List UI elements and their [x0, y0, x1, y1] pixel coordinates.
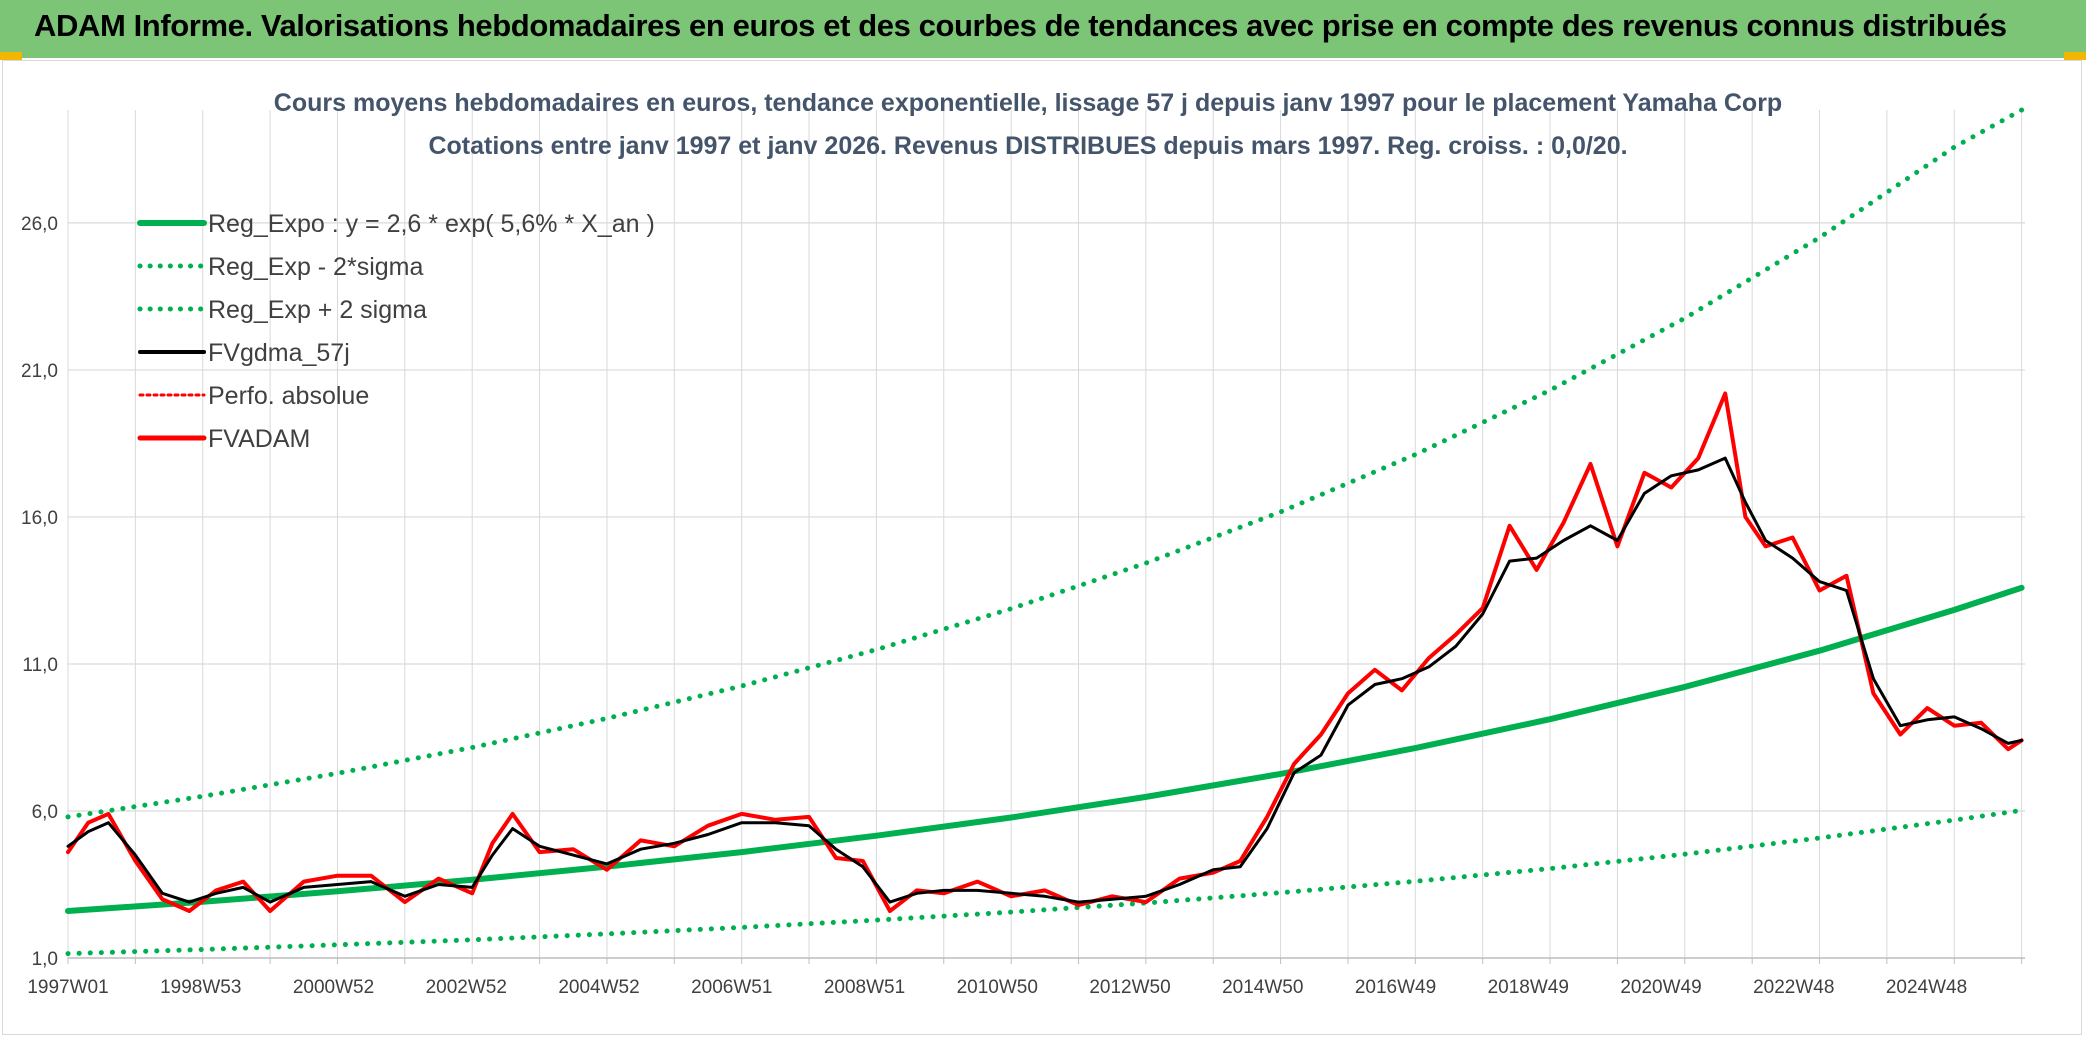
x-tick-label: 2004W52 [558, 977, 639, 998]
x-tick-label: 2006W51 [691, 977, 772, 998]
x-tick-label: 1997W01 [27, 977, 108, 998]
chart-title: Cours moyens hebdomadaires en euros, ten… [274, 89, 1782, 117]
x-tick-label: 2016W49 [1355, 977, 1436, 998]
x-tick-label: 2022W48 [1753, 977, 1834, 998]
x-tick-label: 2000W52 [293, 977, 374, 998]
y-tick-label: 21,0 [21, 361, 58, 382]
legend-label: Perfo. absolue [208, 382, 369, 410]
chart-legend: Reg_Expo : y = 2,6 * exp( 5,6% * X_an ) R… [137, 210, 655, 453]
x-tick-label: 1998W53 [160, 977, 241, 998]
y-tick-label: 16,0 [21, 508, 58, 529]
series-reg-minus-2sigma [65, 807, 2025, 957]
banner-corner-right [2064, 52, 2086, 60]
legend-label: Reg_Expo : y = 2,6 * exp( 5,6% * X_an ) [208, 210, 655, 238]
series-fvgdma-57j [66, 456, 2024, 904]
x-tick-label: 2024W48 [1886, 977, 1967, 998]
report-banner: ADAM Informe. Valorisations hebdomadaire… [0, 0, 2086, 58]
y-tick-label: 26,0 [21, 214, 58, 235]
report-title: ADAM Informe. Valorisations hebdomadaire… [34, 8, 2007, 43]
chart-series [65, 107, 2025, 957]
legend-label: FVgdma_57j [208, 339, 350, 367]
chart-axes: 1,0 6,0 11,0 16,0 21,0 26,0 1997W01 1998W53 2000… [21, 214, 2025, 998]
legend-label: FVADAM [208, 425, 310, 453]
x-tick-label: 2002W52 [426, 977, 507, 998]
y-tick-label: 6,0 [32, 802, 58, 823]
x-tick-label: 2014W50 [1222, 977, 1303, 998]
series-fvadam [66, 391, 2024, 913]
x-tick-label: 2020W49 [1620, 977, 1701, 998]
legend-label: Reg_Exp - 2*sigma [208, 253, 423, 281]
series-reg-expo [65, 584, 2025, 914]
chart-subtitle: Cotations entre janv 1997 et janv 2026. … [428, 132, 1627, 160]
legend-label: Reg_Exp + 2 sigma [208, 296, 427, 324]
x-tick-label: 2010W50 [957, 977, 1038, 998]
x-tick-label: 2018W49 [1488, 977, 1569, 998]
banner-corner-left [0, 52, 22, 60]
y-tick-label: 11,0 [22, 655, 58, 676]
x-tick-label: 2008W51 [824, 977, 905, 998]
y-tick-label: 1,0 [32, 949, 58, 970]
x-tick-label: 2012W50 [1089, 977, 1170, 998]
